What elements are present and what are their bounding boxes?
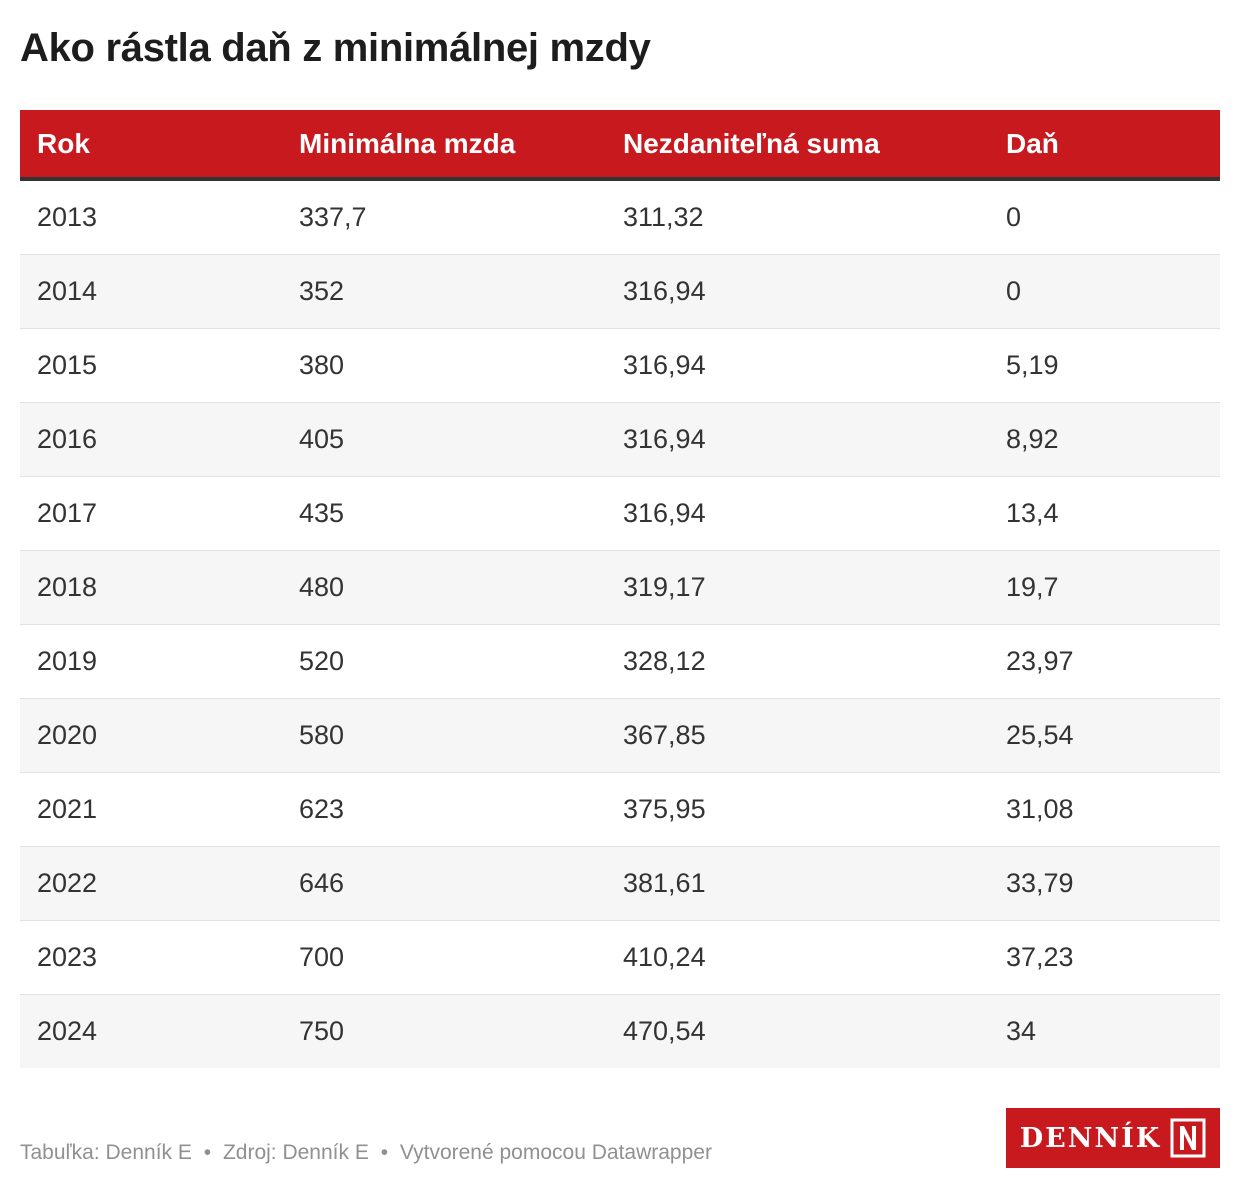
table-cell-dan: 23,97 xyxy=(989,624,1220,699)
table-body: 2013 337,7 311,32 0 2014 352 316,94 0 2015 380 316… xyxy=(20,179,1220,1068)
table-cell-minimalna-mzda: 380 xyxy=(282,328,606,403)
table-cell-nezdanitelna-suma: 367,85 xyxy=(606,698,989,773)
source-credit: Zdroj: Denník E xyxy=(222,1141,369,1164)
table-cell-dan: 19,7 xyxy=(989,550,1220,625)
table-cell-dan: 31,08 xyxy=(989,772,1220,847)
table-cell-rok: 2019 xyxy=(20,624,282,699)
logo-wordmark: DENNÍK xyxy=(1019,1122,1162,1154)
table-cell-rok: 2017 xyxy=(20,476,282,551)
page-title: Ako rástla daň z minimálnej mzdy xyxy=(20,26,651,70)
data-table-container: Rok Minimálna mzda Nezdaniteľná suma Daň… xyxy=(20,110,1220,1068)
table-cell-dan: 5,19 xyxy=(989,328,1220,403)
table-cell-minimalna-mzda: 750 xyxy=(282,994,606,1068)
n-logo-icon xyxy=(1170,1118,1206,1158)
table-cell-minimalna-mzda: 623 xyxy=(282,772,606,847)
table-cell-rok: 2024 xyxy=(20,994,282,1068)
table-cell-minimalna-mzda: 352 xyxy=(282,254,606,329)
table-row: 2024 750 470,54 34 xyxy=(20,994,1220,1068)
table-cell-rok: 2016 xyxy=(20,402,282,477)
table-cell-dan: 37,23 xyxy=(989,920,1220,995)
table-credit: Tabuľka: Denník E xyxy=(20,1141,192,1164)
table-row: 2022 646 381,61 33,79 xyxy=(20,846,1220,921)
column-header-nezdanitelna-suma[interactable]: Nezdaniteľná suma xyxy=(606,110,989,181)
table-cell-minimalna-mzda: 700 xyxy=(282,920,606,995)
table-cell-nezdanitelna-suma: 316,94 xyxy=(606,402,989,477)
table-cell-dan: 25,54 xyxy=(989,698,1220,773)
table-cell-nezdanitelna-suma: 316,94 xyxy=(606,254,989,329)
table-header-row: Rok Minimálna mzda Nezdaniteľná suma Daň xyxy=(20,110,1220,181)
table-cell-dan: 0 xyxy=(989,254,1220,329)
column-header-minimalna-mzda[interactable]: Minimálna mzda xyxy=(282,110,606,181)
table-cell-dan: 0 xyxy=(989,179,1220,255)
table-cell-nezdanitelna-suma: 316,94 xyxy=(606,476,989,551)
table-cell-nezdanitelna-suma: 381,61 xyxy=(606,846,989,921)
table-cell-minimalna-mzda: 580 xyxy=(282,698,606,773)
table-cell-nezdanitelna-suma: 410,24 xyxy=(606,920,989,995)
table-cell-rok: 2022 xyxy=(20,846,282,921)
table-cell-rok: 2023 xyxy=(20,920,282,995)
column-header-rok[interactable]: Rok xyxy=(20,110,282,181)
footer-separator: • xyxy=(380,1141,389,1164)
table-row: 2020 580 367,85 25,54 xyxy=(20,698,1220,773)
data-table: Rok Minimálna mzda Nezdaniteľná suma Daň… xyxy=(20,110,1220,1068)
table-cell-nezdanitelna-suma: 311,32 xyxy=(606,179,989,255)
table-cell-dan: 34 xyxy=(989,994,1220,1068)
table-cell-rok: 2015 xyxy=(20,328,282,403)
table-cell-minimalna-mzda: 337,7 xyxy=(282,179,606,255)
footer-separator: • xyxy=(203,1141,212,1164)
footer-credits: Tabuľka: Denník E • Zdroj: Denník E • Vy… xyxy=(20,1141,712,1165)
table-cell-rok: 2020 xyxy=(20,698,282,773)
dennik-n-logo[interactable]: DENNÍK xyxy=(1006,1108,1220,1168)
table-row: 2019 520 328,12 23,97 xyxy=(20,624,1220,699)
table-cell-dan: 33,79 xyxy=(989,846,1220,921)
table-cell-nezdanitelna-suma: 328,12 xyxy=(606,624,989,699)
table-row: 2013 337,7 311,32 0 xyxy=(20,179,1220,255)
table-cell-minimalna-mzda: 405 xyxy=(282,402,606,477)
table-row: 2018 480 319,17 19,7 xyxy=(20,550,1220,625)
table-row: 2014 352 316,94 0 xyxy=(20,254,1220,329)
table-cell-dan: 13,4 xyxy=(989,476,1220,551)
table-cell-nezdanitelna-suma: 470,54 xyxy=(606,994,989,1068)
table-cell-minimalna-mzda: 480 xyxy=(282,550,606,625)
table-cell-minimalna-mzda: 435 xyxy=(282,476,606,551)
table-cell-dan: 8,92 xyxy=(989,402,1220,477)
tool-credit: Vytvorené pomocou Datawrapper xyxy=(399,1141,712,1164)
table-cell-nezdanitelna-suma: 375,95 xyxy=(606,772,989,847)
table-cell-rok: 2014 xyxy=(20,254,282,329)
table-cell-rok: 2013 xyxy=(20,179,282,255)
table-cell-nezdanitelna-suma: 319,17 xyxy=(606,550,989,625)
column-header-dan[interactable]: Daň xyxy=(989,110,1220,181)
table-row: 2017 435 316,94 13,4 xyxy=(20,476,1220,551)
table-cell-nezdanitelna-suma: 316,94 xyxy=(606,328,989,403)
table-cell-minimalna-mzda: 646 xyxy=(282,846,606,921)
table-cell-rok: 2021 xyxy=(20,772,282,847)
table-row: 2016 405 316,94 8,92 xyxy=(20,402,1220,477)
table-row: 2023 700 410,24 37,23 xyxy=(20,920,1220,995)
table-cell-minimalna-mzda: 520 xyxy=(282,624,606,699)
table-cell-rok: 2018 xyxy=(20,550,282,625)
table-row: 2015 380 316,94 5,19 xyxy=(20,328,1220,403)
table-row: 2021 623 375,95 31,08 xyxy=(20,772,1220,847)
